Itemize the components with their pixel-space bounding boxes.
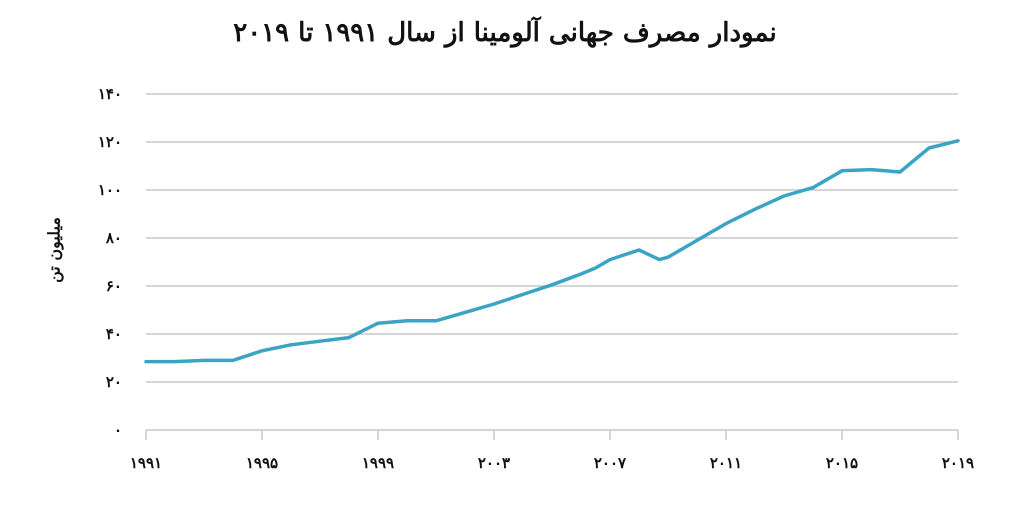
x-tick-label: ۱۹۹۱ bbox=[130, 454, 162, 472]
y-tick-label: ۶۰ bbox=[106, 277, 122, 295]
x-tick-label: ۲۰۰۷ bbox=[594, 454, 627, 472]
series-line bbox=[144, 139, 960, 364]
y-tick-label: ۴۰ bbox=[106, 325, 122, 343]
x-tick-label: ۱۹۹۹ bbox=[362, 454, 394, 472]
x-tick-label: ۲۰۱۹ bbox=[942, 454, 974, 472]
y-tick-label: ۸۰ bbox=[105, 229, 122, 247]
y-tick-label: ۱۰۰ bbox=[98, 181, 122, 199]
y-tick-label: ۰ bbox=[114, 421, 122, 439]
y-tick-label: ۱۴۰ bbox=[98, 85, 122, 103]
x-tick-label: ۲۰۱۱ bbox=[710, 454, 742, 472]
y-tick-label: ۱۲۰ bbox=[98, 133, 122, 151]
x-tick-label: ۲۰۰۳ bbox=[478, 454, 510, 472]
chart-title: نمودار مصرف جهانی آلومینا از سال ۱۹۹۱ تا… bbox=[233, 18, 777, 48]
x-tick-label: ۱۹۹۵ bbox=[246, 454, 278, 472]
x-tick-label: ۲۰۱۵ bbox=[826, 454, 858, 472]
y-tick-label: ۲۰ bbox=[106, 373, 122, 391]
